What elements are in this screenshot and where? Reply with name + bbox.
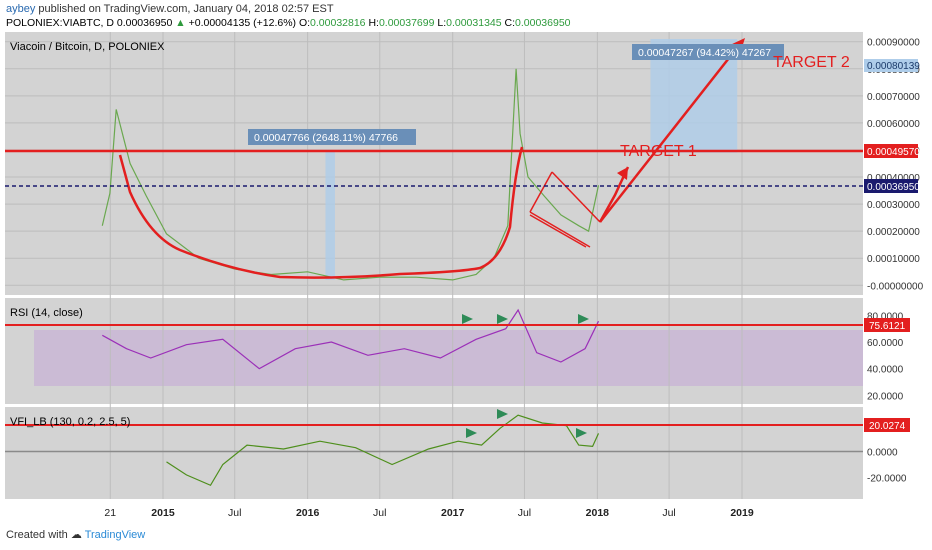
wedge-upper-line [529,214,587,248]
author-link[interactable]: aybey [6,3,36,15]
y-tick-label: 0.00070000 [867,92,920,103]
vfi-last-tag: 20.0274 [864,418,910,432]
last-price-text: 0.00036950 [867,182,920,193]
x-tick-label: Jul [518,507,531,519]
signal-arrow-icon [462,314,473,324]
open-value: 0.00032816 [310,17,366,29]
open-label: O: [298,17,311,29]
price-line [101,68,600,281]
rounding-bottom-curve [118,146,524,279]
rsi-series [102,308,600,370]
x-tick-label: 2018 [586,507,610,519]
chart-area[interactable]: Viacoin / Bitcoin, D, POLONIEX RSI (14, … [0,32,932,526]
rsi-y-tick-label: 40.0000 [867,365,904,376]
signal-arrow-icon [497,314,508,324]
last-price-tag: 0.00036950 [864,179,920,193]
y-axis[interactable]: 0.000900000.000800000.000700000.00060000… [867,38,924,485]
x-tick-label: Jul [662,507,675,519]
target2-arrow-line [599,43,741,223]
x-axis[interactable]: 21 2015 Jul 2016 Jul 2017 Jul 2018 Jul 2019 [104,507,753,519]
close-label: C: [504,17,516,29]
y-tick-label: 0.00010000 [867,254,920,265]
tradingview-logo-icon: ☁ [70,529,82,541]
drawings [118,38,745,279]
y-tick-label: 0.00060000 [867,119,920,130]
wedge-lower-edge [529,211,591,248]
y-tick-label: 0.00040000 [867,173,920,184]
publish-line: aybey published on TradingView.com, Janu… [6,3,334,15]
y-tick-label: 0.00030000 [867,200,920,211]
measure-box-1 [325,149,335,280]
signal-arrow-icon [466,428,477,438]
measure-label-1: 0.00047766 (2648.11%) 47766 [248,129,416,145]
rsi-y-tick-label: 60.0000 [867,338,904,349]
vfi-last-text: 20.0274 [869,421,906,432]
x-tick-label: 2019 [730,507,754,519]
wedge-top-line [529,171,553,213]
price-series [101,68,600,281]
high-value: 0.00037699 [378,17,435,29]
low-label: L: [437,17,447,29]
close-value: 0.00036950 [515,17,571,29]
resistance-price-text: 0.00049570 [867,147,920,158]
change-arrow-icon: ▲ [175,17,186,29]
footer: Created with ☁ TradingView [6,528,145,541]
last-price: 0.00036950 [116,17,173,29]
x-tick-label: 2015 [151,507,175,519]
target2-price-text: 0.00080139 [867,61,920,72]
vfi-pane-title: VFI_LB (130, 0.2, 2.5, 5) [10,416,130,428]
y-tick-label: -0.00000000 [867,281,924,292]
signal-arrow-icon [497,409,508,419]
measure-label-1-text: 0.00047766 (2648.11%) 47766 [254,132,398,144]
rsi-band [34,330,863,386]
tradingview-link[interactable]: TradingView [84,529,146,541]
rsi-last-tag: 75.6121 [864,318,910,332]
x-tick-label: Jul [228,507,241,519]
signal-markers [462,314,589,438]
target1-label: TARGET 1 [620,143,697,160]
x-tick-label: 21 [104,507,116,519]
target2-price-tag: 0.00080139 [864,59,920,72]
high-label: H: [368,17,379,29]
rsi-y-tick-label: 80.0000 [867,311,904,322]
rsi-last-text: 75.6121 [869,321,906,332]
x-tick-label: 2016 [296,507,320,519]
low-value: 0.00031345 [446,17,502,29]
rsi-pane-title: RSI (14, close) [10,307,83,319]
resistance-price-tag: 0.00049570 [864,144,920,158]
x-tick-label: Jul [373,507,386,519]
created-with-label: Created with [6,529,68,541]
measure-label-2: 0.00047267 (94.42%) 47267 [632,44,784,60]
wedge-upper-edge [551,171,601,223]
vfi-y-tick-label: 0.0000 [867,448,898,459]
vfi-pane[interactable] [5,407,863,499]
y-tick-label: 0.00020000 [867,227,920,238]
target2-label: TARGET 2 [773,54,850,71]
symbol-label: POLONIEX:VIABTC, D [6,17,114,29]
measure-label-2-text: 0.00047267 (94.42%) 47267 [638,47,771,59]
symbol-ohlc-line: POLONIEX:VIABTC, D 0.00036950 ▲ +0.00004… [6,17,571,29]
y-tick-label: 0.00090000 [867,38,920,49]
rsi-line [102,308,600,370]
price-change: +0.00004135 (+12.6%) [188,17,297,29]
price-pane-title: Viacoin / Bitcoin, D, POLONIEX [10,41,165,53]
signal-arrow-icon [578,314,589,324]
x-tick-label: 2017 [441,507,465,519]
signal-arrow-icon [576,428,587,438]
publish-info: published on TradingView.com, January 04… [38,3,334,15]
vfi-y-tick-label: -20.0000 [867,474,907,485]
rsi-y-tick-label: 20.0000 [867,391,904,402]
target1-arrowhead-icon [617,167,628,180]
